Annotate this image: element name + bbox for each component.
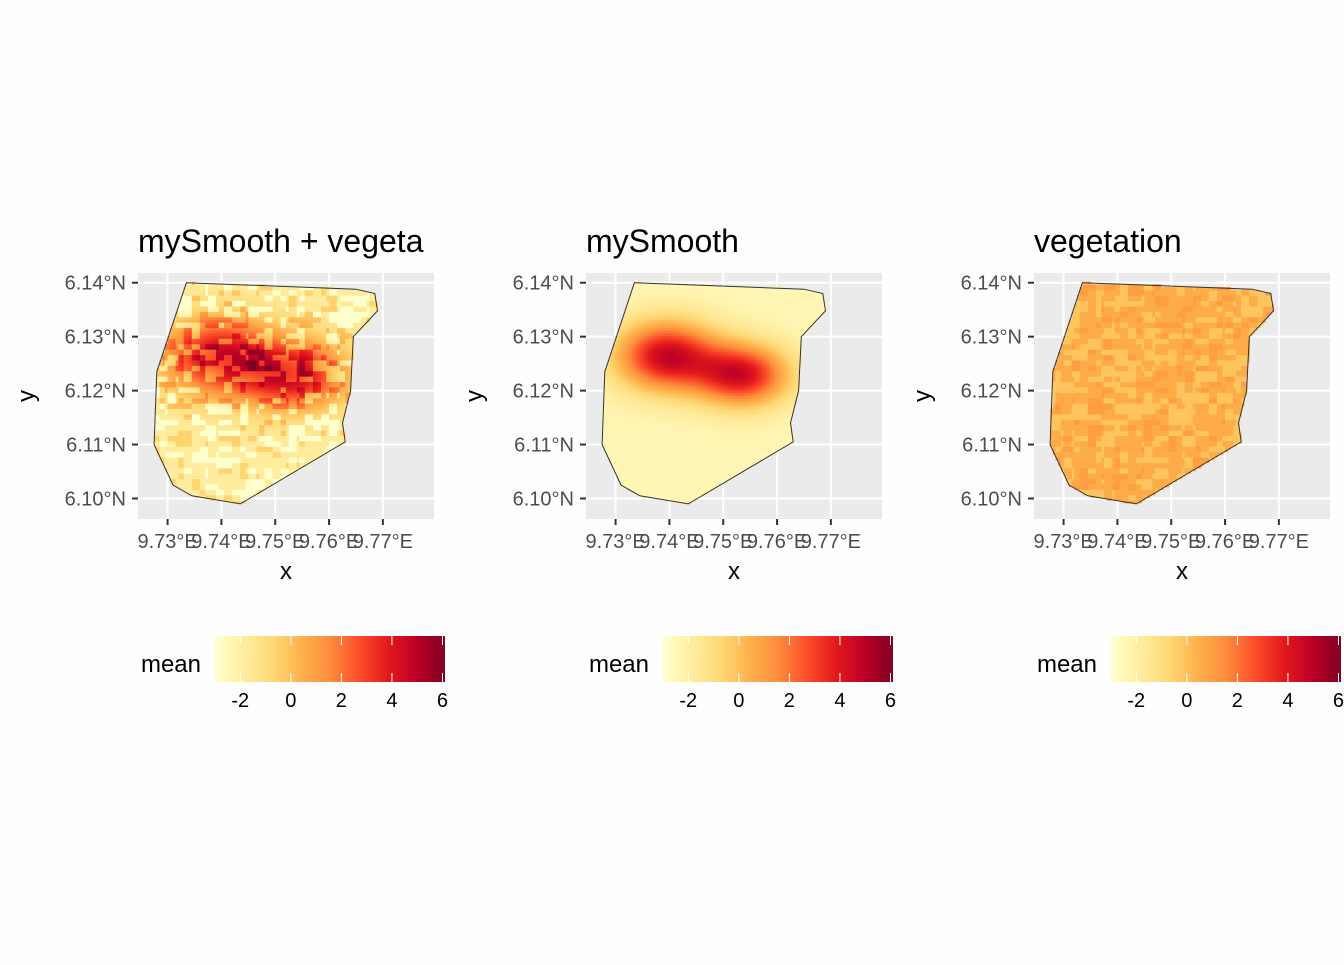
panel-mysmooth-plus-vegetation: mySmooth + vegeta6.10°N6.11°N6.12°N6.13°…	[13, 223, 448, 712]
panel-title: mySmooth + vegeta	[138, 223, 424, 259]
